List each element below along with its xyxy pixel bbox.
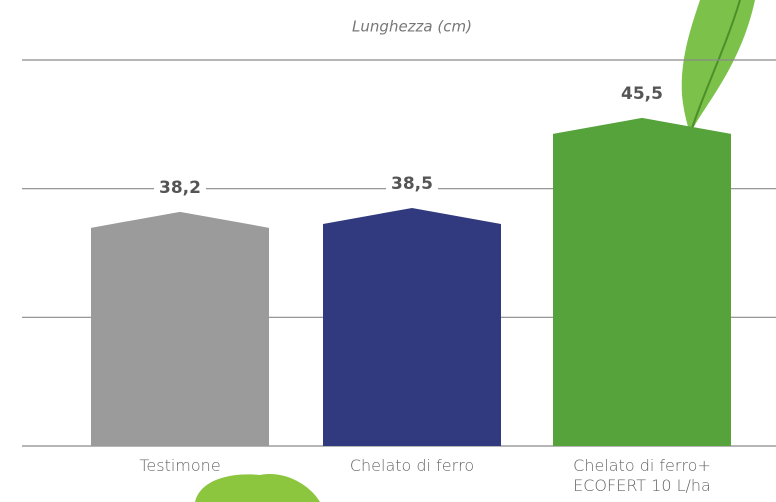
x-tick-label-box: Chelato di ferro xyxy=(323,456,501,502)
x-tick-label: Chelato di ferro+ ECOFERT 10 L/ha xyxy=(553,456,731,496)
bar xyxy=(323,208,501,446)
axis-label: Lunghezza (cm) xyxy=(352,18,472,36)
x-tick-label: Testimone xyxy=(91,456,269,476)
x-tick-label: Chelato di ferro xyxy=(323,456,501,476)
bar xyxy=(553,118,731,446)
bar xyxy=(91,212,269,446)
value-label: 38,2 xyxy=(159,178,201,198)
chart: Lunghezza (cm) 38,2 Testimone 38,5 Chelato … xyxy=(0,0,776,502)
x-tick-label-box: Testimone xyxy=(91,456,269,502)
value-label: 38,5 xyxy=(391,174,433,194)
leaf-decoration xyxy=(682,0,755,135)
value-label: 45,5 xyxy=(621,84,663,104)
x-tick-label-box: Chelato di ferro+ ECOFERT 10 L/ha xyxy=(553,456,731,502)
